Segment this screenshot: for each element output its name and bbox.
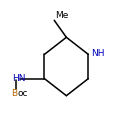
- Text: oc: oc: [18, 89, 28, 98]
- Text: HN: HN: [12, 74, 25, 83]
- Text: Me: Me: [55, 11, 69, 20]
- Text: B: B: [11, 89, 17, 98]
- Text: NH: NH: [91, 49, 105, 58]
